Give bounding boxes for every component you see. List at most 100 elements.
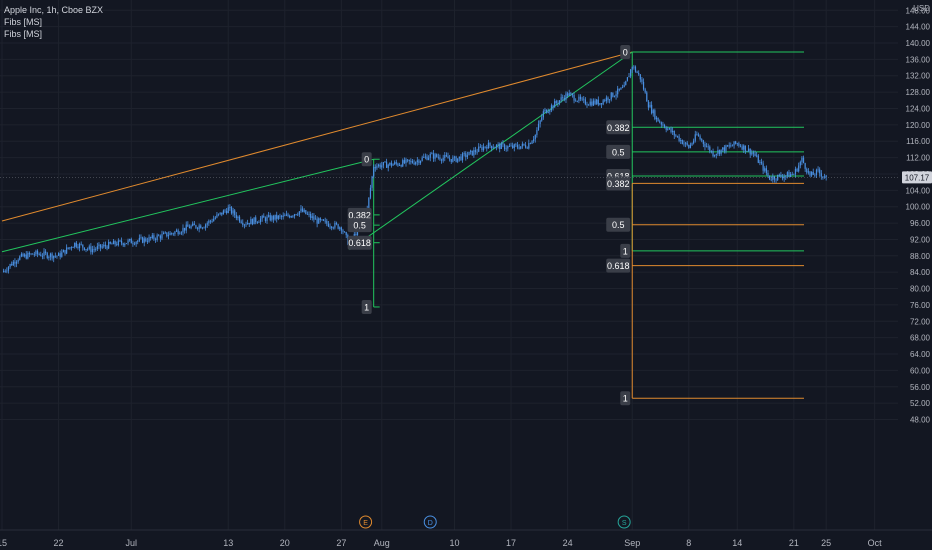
candle-body xyxy=(398,165,401,166)
candle-body xyxy=(306,213,309,215)
candle-body xyxy=(673,130,675,136)
candle-body xyxy=(206,223,208,225)
candle-body xyxy=(512,145,514,148)
candle-body xyxy=(289,215,291,218)
candle-body xyxy=(586,104,588,106)
fib-set1-label-bg-1 xyxy=(361,299,372,314)
candle-body xyxy=(505,148,507,150)
candle-body xyxy=(529,143,532,144)
candle-body xyxy=(452,157,454,162)
candle-body xyxy=(201,227,203,229)
candle-body xyxy=(77,246,79,248)
candle-body xyxy=(82,244,84,248)
fib-set2-orange-label-0.382: 0.382 xyxy=(607,179,630,189)
candle-body xyxy=(802,157,805,164)
candle-body xyxy=(174,231,176,234)
candle-body xyxy=(106,246,108,249)
candle-body xyxy=(820,173,822,177)
fib-set2-green-label-bg-0.382 xyxy=(606,120,631,135)
candle-body xyxy=(793,174,795,176)
candle-body xyxy=(211,220,213,222)
candle-body xyxy=(190,225,192,229)
candle-body xyxy=(568,93,570,96)
candle-body xyxy=(192,223,194,226)
candle-body xyxy=(760,162,763,164)
candle-body xyxy=(339,227,341,229)
candle-body xyxy=(301,208,304,212)
symbol-title[interactable]: Apple Inc, 1h, Cboe BZX xyxy=(4,5,104,15)
candle-body xyxy=(322,219,325,221)
candle-body xyxy=(321,219,323,221)
study-label-2[interactable]: Fibs [MS] xyxy=(4,29,43,39)
candle-body xyxy=(429,153,431,158)
candle-body xyxy=(256,221,258,223)
candle-body xyxy=(379,164,381,168)
candle-body xyxy=(277,215,279,219)
candle-body xyxy=(746,151,748,152)
candle-body xyxy=(466,155,469,157)
time-axis[interactable]: 15 22 Jul 13 20 27 Aug 10 17 24 Sep 8 14 21 25 Oct xyxy=(0,529,932,548)
candle-body xyxy=(67,247,69,249)
y-tick-label: 132.00 xyxy=(906,72,931,81)
candle-body xyxy=(19,256,21,260)
candle-body xyxy=(486,147,488,149)
candle-body xyxy=(714,155,716,157)
candle-body xyxy=(303,210,305,212)
candle-body xyxy=(468,151,470,156)
candle-body xyxy=(345,232,347,236)
candle-body xyxy=(426,156,428,160)
x-tick-label: 10 xyxy=(449,538,459,548)
candle-body xyxy=(188,226,191,229)
candle-body xyxy=(544,109,546,112)
study-label-1[interactable]: Fibs [MS] xyxy=(4,17,43,27)
candle-body xyxy=(145,238,147,242)
candle-body xyxy=(710,151,713,152)
candle-body xyxy=(662,124,664,126)
fib-set2-green-label-0.382: 0.382 xyxy=(607,123,630,133)
candle-body xyxy=(91,249,94,253)
candle-body xyxy=(625,81,627,85)
candle-body xyxy=(562,97,564,99)
candle-body xyxy=(407,159,409,161)
candle-body xyxy=(665,127,667,130)
candle-body xyxy=(801,157,803,162)
x-tick-label: 25 xyxy=(821,538,831,548)
candle-body xyxy=(96,246,98,249)
candle-body xyxy=(276,214,278,219)
candle-body xyxy=(655,117,658,120)
x-tick-label: 22 xyxy=(54,538,64,548)
candle-body xyxy=(747,148,750,152)
fib-set1-label-0: 0 xyxy=(364,155,369,165)
candle-body xyxy=(799,161,801,166)
candle-body xyxy=(670,128,672,133)
candle-body xyxy=(48,256,50,258)
candle-body xyxy=(392,164,394,166)
candle-body xyxy=(610,92,612,100)
candle-body xyxy=(112,240,115,245)
candle-body xyxy=(78,243,81,248)
candle-body xyxy=(678,136,680,142)
fib-set1-label-0.5: 0.5 xyxy=(353,221,366,231)
candle-body xyxy=(762,163,764,171)
candle-body xyxy=(185,224,187,231)
candle-body xyxy=(781,176,784,179)
candle-body xyxy=(400,165,402,167)
candle-body xyxy=(647,101,649,108)
fib-set2-orange-label-bg-0.5 xyxy=(606,217,631,232)
candle-body xyxy=(754,153,756,156)
price-axis[interactable]: USD148.00144.00140.00136.00132.00128.001… xyxy=(0,4,932,425)
candle-body xyxy=(594,100,596,104)
candle-body xyxy=(626,77,628,82)
candle-body xyxy=(500,143,502,149)
candle-body xyxy=(324,220,326,222)
candle-body xyxy=(116,244,118,246)
candle-body xyxy=(87,248,89,250)
candle-body xyxy=(739,145,742,147)
candle-body xyxy=(613,96,616,97)
candle-body xyxy=(287,214,289,216)
candle-body xyxy=(221,212,223,215)
currency-label: USD xyxy=(913,4,930,13)
candle-body xyxy=(699,136,701,140)
